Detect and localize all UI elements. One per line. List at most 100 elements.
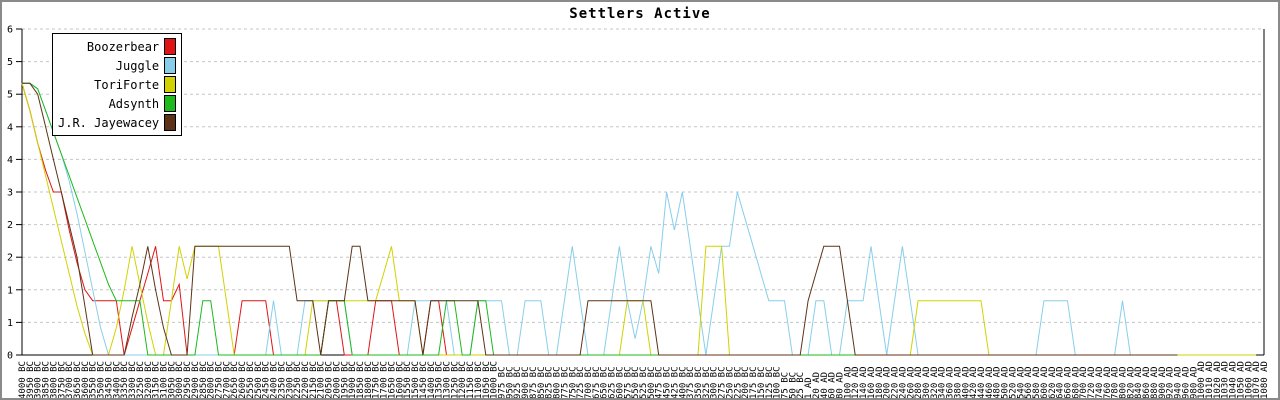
x-axis-label: 580 AD bbox=[1032, 366, 1042, 399]
x-axis-label: 300 AD bbox=[922, 366, 932, 399]
x-axis-label: 75 BC bbox=[781, 372, 791, 399]
x-axis-label: 825 BC bbox=[545, 366, 555, 399]
x-axis-label: 450 BC bbox=[663, 366, 673, 399]
legend-color-swatch bbox=[164, 114, 177, 131]
legend-color-swatch bbox=[164, 76, 177, 93]
x-axis-label: 3550 BC bbox=[89, 361, 99, 399]
x-axis-label: 380 AD bbox=[953, 366, 963, 399]
x-axis-label: 900 AD bbox=[1158, 366, 1168, 399]
x-axis-label: 1150 BC bbox=[466, 361, 476, 399]
legend-item: ToriForte bbox=[58, 75, 177, 94]
x-axis-label: 320 AD bbox=[930, 366, 940, 399]
legend-color-swatch bbox=[164, 95, 177, 112]
y-axis-label: 2 bbox=[7, 220, 13, 231]
x-axis-label: 1060 AD bbox=[1244, 361, 1254, 399]
x-axis-label: 560 AD bbox=[1024, 366, 1034, 399]
x-axis-label: 180 AD bbox=[875, 366, 885, 399]
y-axis-label: 4 bbox=[7, 122, 13, 133]
series-line-boozerbear bbox=[21, 83, 1194, 356]
x-axis-label: 3950 BC bbox=[26, 361, 36, 399]
x-axis-label: 3300 BC bbox=[128, 361, 138, 399]
x-axis-label: 3700 BC bbox=[65, 361, 75, 399]
x-axis-label: 925 BC bbox=[513, 366, 523, 399]
x-axis-label: 2300 BC bbox=[285, 361, 295, 399]
x-axis-label: 1950 BC bbox=[340, 361, 350, 399]
x-axis-label: 140 AD bbox=[859, 366, 869, 399]
x-axis-label: 720 AD bbox=[1087, 366, 1097, 399]
x-axis-label: 3600 BC bbox=[81, 361, 91, 399]
legend-label: ToriForte bbox=[94, 77, 160, 92]
legend-item: Boozerbear bbox=[58, 37, 177, 56]
x-axis-label: 1010 AD bbox=[1205, 361, 1215, 399]
x-axis-label: 3900 BC bbox=[34, 361, 44, 399]
legend-label: Boozerbear bbox=[86, 39, 160, 54]
x-axis-label: 900 BC bbox=[521, 366, 531, 399]
x-axis-label: 1100 BC bbox=[474, 361, 484, 399]
y-axis-label: 5 bbox=[7, 90, 13, 101]
x-axis-label: 4000 BC bbox=[18, 361, 28, 399]
x-axis-label: 940 AD bbox=[1174, 366, 1184, 399]
x-axis-label: 880 AD bbox=[1150, 366, 1160, 399]
x-axis-label: 1700 BC bbox=[380, 361, 390, 399]
x-axis-label: 1250 BC bbox=[450, 361, 460, 399]
x-axis-label: 20 AD bbox=[812, 372, 822, 399]
x-axis-label: 3500 BC bbox=[97, 361, 107, 399]
y-axis-label: 2 bbox=[7, 253, 13, 264]
x-axis-label: 700 AD bbox=[1079, 366, 1089, 399]
x-axis-label: 220 AD bbox=[891, 366, 901, 399]
x-axis-label: 525 BC bbox=[639, 366, 649, 399]
x-axis-label: 2000 BC bbox=[332, 361, 342, 399]
x-axis-label: 700 BC bbox=[584, 366, 594, 399]
x-axis-label: 1500 BC bbox=[411, 361, 421, 399]
x-axis-label: 440 AD bbox=[977, 366, 987, 399]
series-line-toriforte bbox=[21, 83, 1257, 356]
legend-item: Juggle bbox=[58, 56, 177, 75]
y-axis-label: 4 bbox=[7, 155, 13, 166]
x-axis-label: 2850 BC bbox=[199, 361, 209, 399]
x-axis-label: 2200 BC bbox=[301, 361, 311, 399]
x-axis-label: 1900 BC bbox=[348, 361, 358, 399]
x-axis-label: 2150 BC bbox=[309, 361, 319, 399]
x-axis-label: 1080 AD bbox=[1260, 361, 1270, 399]
x-axis-label: 350 BC bbox=[694, 366, 704, 399]
x-axis-label: 980 AD bbox=[1189, 366, 1199, 399]
x-axis-label: 300 BC bbox=[710, 366, 720, 399]
x-axis-label: 1550 BC bbox=[403, 361, 413, 399]
x-axis-label: 2650 BC bbox=[230, 361, 240, 399]
x-axis-label: 2900 BC bbox=[191, 361, 201, 399]
x-axis-label: 875 BC bbox=[529, 366, 539, 399]
x-axis-label: 1030 AD bbox=[1221, 361, 1231, 399]
x-axis-label: 3650 BC bbox=[73, 361, 83, 399]
x-axis-label: 1600 BC bbox=[395, 361, 405, 399]
x-axis-label: 775 BC bbox=[560, 366, 570, 399]
x-axis-label: 360 AD bbox=[946, 366, 956, 399]
x-axis-label: 620 AD bbox=[1048, 366, 1058, 399]
x-axis-label: 1050 AD bbox=[1236, 361, 1246, 399]
x-axis-label: 225 BC bbox=[733, 366, 743, 399]
x-axis-label: 820 AD bbox=[1126, 366, 1136, 399]
x-axis-label: 80 AD bbox=[836, 372, 846, 399]
x-axis-label: 200 AD bbox=[883, 366, 893, 399]
x-axis-label: 3450 BC bbox=[105, 361, 115, 399]
x-axis-label: 600 AD bbox=[1040, 366, 1050, 399]
x-axis-label: 520 AD bbox=[1009, 366, 1019, 399]
x-axis-label: 3100 BC bbox=[160, 361, 170, 399]
x-axis-label: 1020 AD bbox=[1213, 361, 1223, 399]
chart-title: Settlers Active bbox=[569, 6, 711, 22]
x-axis-label: 150 BC bbox=[757, 366, 767, 399]
x-axis-label: 2100 BC bbox=[317, 361, 327, 399]
x-axis-label: 1070 AD bbox=[1252, 361, 1262, 399]
x-axis-label: 1650 BC bbox=[388, 361, 398, 399]
x-axis-label: 1750 BC bbox=[372, 361, 382, 399]
x-axis-label: 40 AD bbox=[820, 372, 830, 399]
x-axis-label: 2700 BC bbox=[222, 361, 232, 399]
x-axis-label: 780 AD bbox=[1111, 366, 1121, 399]
legend-item: J.R. Jayewacey bbox=[58, 113, 177, 132]
x-axis-label: 2050 BC bbox=[325, 361, 335, 399]
x-axis-label: 420 AD bbox=[969, 366, 979, 399]
x-axis-label: 1200 BC bbox=[458, 361, 468, 399]
x-axis-label: 725 BC bbox=[576, 366, 586, 399]
y-axis-label: 3 bbox=[7, 188, 13, 199]
x-axis-label: 2400 BC bbox=[270, 361, 280, 399]
